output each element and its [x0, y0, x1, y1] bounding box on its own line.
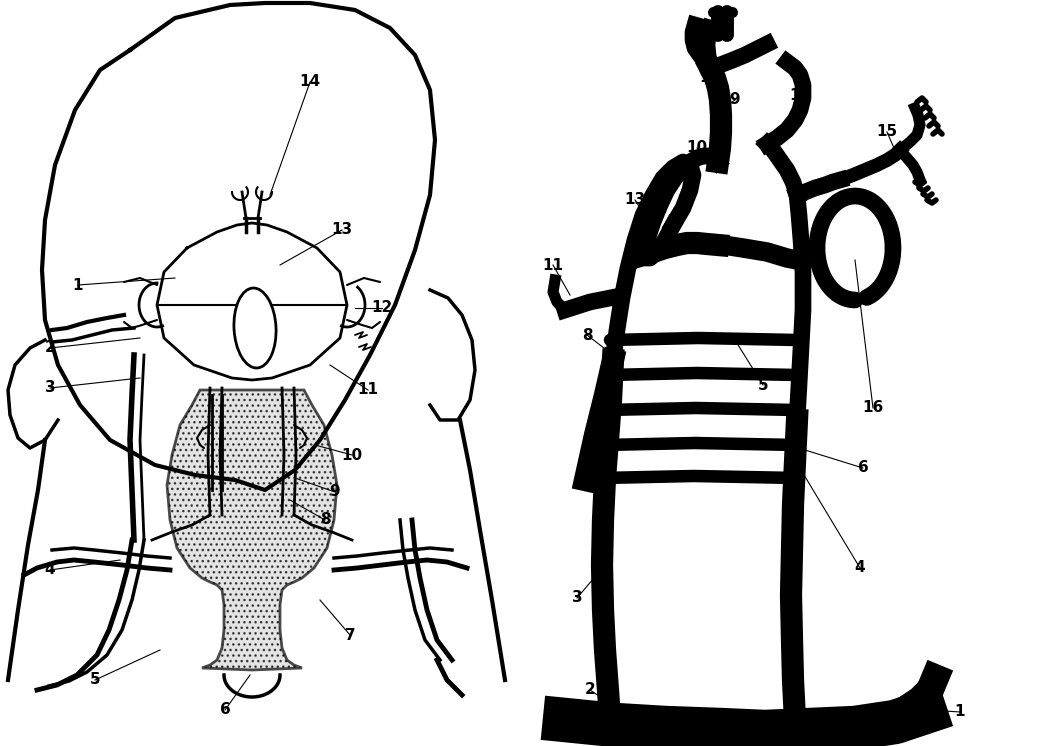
- Text: 15: 15: [876, 125, 898, 140]
- Text: 14: 14: [790, 87, 811, 102]
- Text: 2: 2: [45, 340, 55, 356]
- Text: 5: 5: [758, 377, 768, 392]
- Text: 8: 8: [320, 513, 330, 527]
- Text: 6: 6: [220, 703, 230, 718]
- Text: 9: 9: [330, 484, 340, 500]
- Text: 6: 6: [857, 460, 869, 475]
- Text: 10: 10: [342, 448, 362, 463]
- Text: 13: 13: [331, 222, 353, 237]
- Text: 1: 1: [73, 278, 83, 292]
- Ellipse shape: [234, 288, 276, 368]
- Text: 7: 7: [345, 627, 355, 642]
- Text: 16: 16: [863, 401, 883, 416]
- Text: 11: 11: [543, 257, 564, 272]
- Text: 4: 4: [45, 562, 55, 577]
- Text: 9: 9: [730, 93, 740, 107]
- Text: 14: 14: [299, 75, 321, 90]
- Text: 2: 2: [584, 683, 596, 698]
- Text: 1: 1: [955, 704, 965, 719]
- Text: 12: 12: [372, 301, 392, 316]
- Text: 4: 4: [854, 560, 866, 575]
- Polygon shape: [167, 390, 337, 670]
- Text: 11: 11: [357, 383, 379, 398]
- Text: 12: 12: [700, 71, 720, 86]
- Text: 3: 3: [45, 380, 55, 395]
- Text: 13: 13: [625, 192, 646, 207]
- Text: 7: 7: [581, 460, 593, 475]
- Text: 10: 10: [686, 140, 708, 155]
- Text: 8: 8: [581, 327, 593, 342]
- Text: 3: 3: [572, 591, 582, 606]
- Text: 5: 5: [89, 672, 101, 688]
